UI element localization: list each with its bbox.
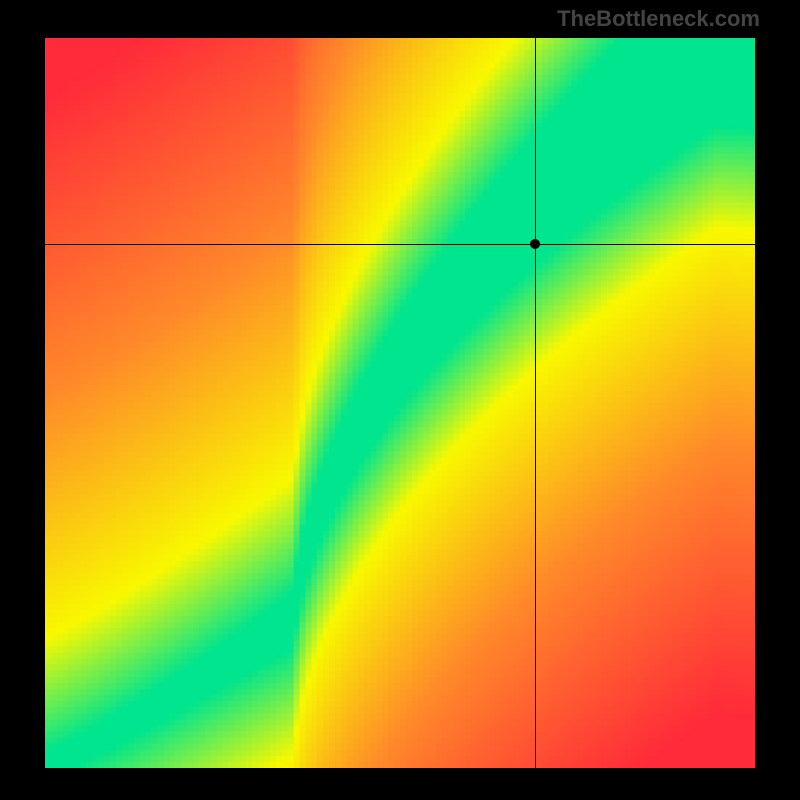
- heatmap-canvas: [45, 38, 755, 768]
- bottleneck-marker-dot: [530, 239, 540, 249]
- watermark-text: TheBottleneck.com: [557, 6, 760, 32]
- crosshair-horizontal: [45, 244, 755, 245]
- crosshair-vertical: [535, 38, 536, 768]
- bottleneck-heatmap-chart: [45, 38, 755, 768]
